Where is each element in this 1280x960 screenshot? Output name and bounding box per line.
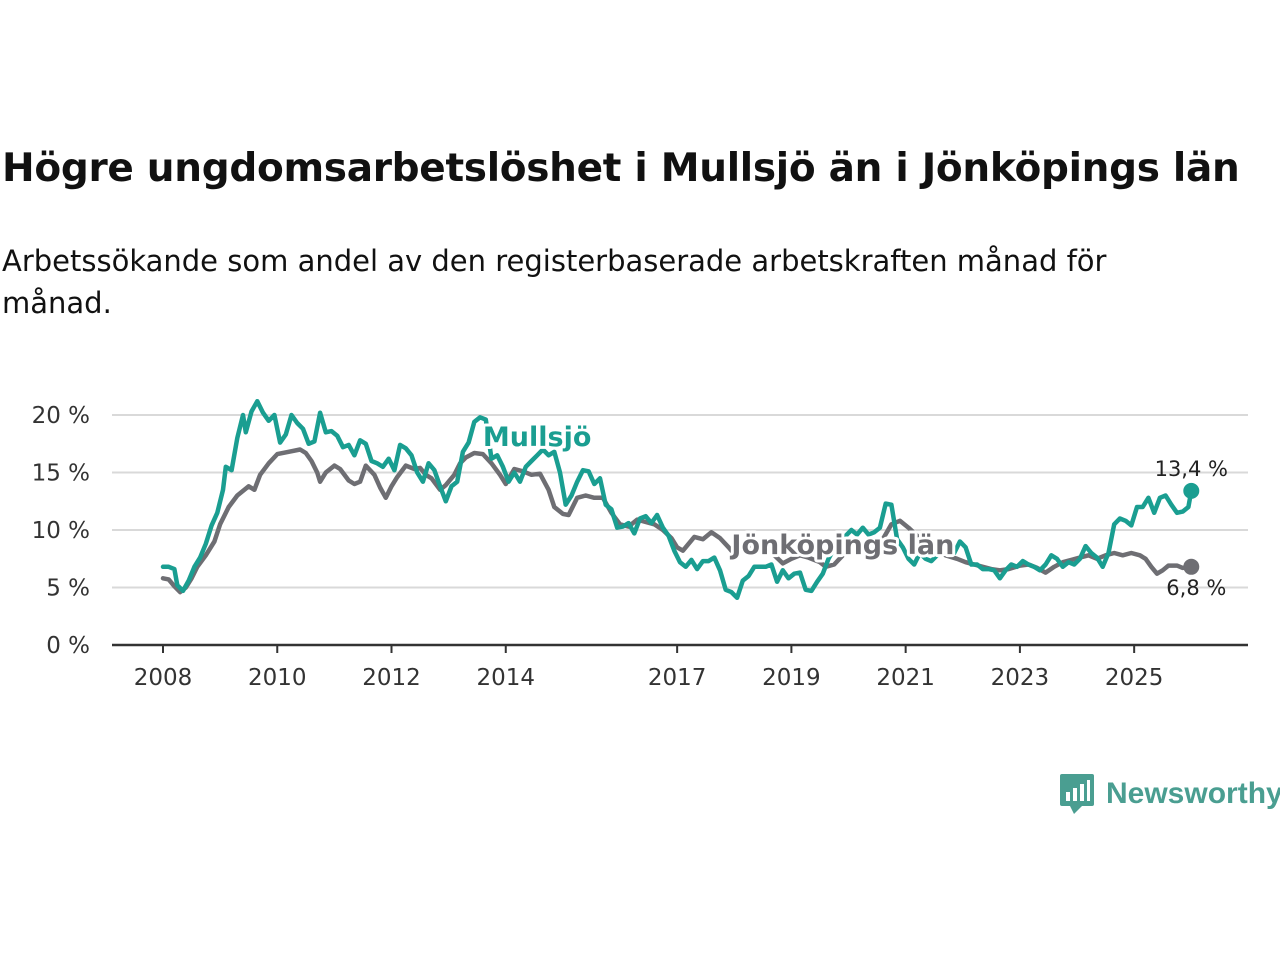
x-tick-label: 2021 <box>876 665 935 691</box>
chart-title: Högre ungdomsarbetslöshet i Mullsjö än i… <box>2 146 1240 191</box>
x-tick-label: 2008 <box>134 665 193 691</box>
x-tick-label: 2023 <box>991 665 1050 691</box>
x-tick-label: 2019 <box>762 665 821 691</box>
x-tick-label: 2012 <box>362 665 421 691</box>
x-tick-label: 2014 <box>476 665 535 691</box>
series-lines <box>160 398 1194 601</box>
series-line-mullsjo <box>160 398 1194 601</box>
chart-subtitle: Arbetssökande som andel av den registerb… <box>2 244 1107 320</box>
end-point-mullsjo <box>1183 482 1200 499</box>
line-chart: 0 % 5 % 10 % 15 % 20 % 2008 2010 2012 2014 2017 20… <box>32 398 1248 691</box>
newsworthy-logo[interactable]: Newsworthy <box>1060 772 1280 816</box>
series-label-mullsjo-halo: Mullsjö <box>483 422 591 453</box>
newsworthy-logo-icon <box>1060 774 1094 814</box>
x-tick-label: 2010 <box>248 665 307 691</box>
y-tick-label: 5 % <box>46 576 90 602</box>
y-tick-label: 0 % <box>46 633 90 659</box>
x-tick-label: 2017 <box>648 665 707 691</box>
end-value-label-jonkopings-lan: 6,8 % <box>1166 576 1226 600</box>
grid-lines <box>112 414 1248 589</box>
y-tick-label: 20 % <box>32 403 90 429</box>
series-label-jonkopings-lan-halo: Jönköpings län <box>729 530 954 561</box>
x-tick-label: 2025 <box>1105 665 1164 691</box>
brand-name: Newsworthy <box>1106 777 1280 810</box>
series-label-mullsjo: Mullsjö <box>483 422 591 453</box>
end-value-label-mullsjo: 13,4 % <box>1155 457 1228 481</box>
axes: 0 % 5 % 10 % 15 % 20 % 2008 2010 2012 2014 2017 20… <box>32 403 1248 691</box>
end-point-jonkopings-lan <box>1183 558 1200 575</box>
y-tick-label: 10 % <box>32 518 90 544</box>
series-label-jonkopings-lan: Jönköpings län <box>729 530 954 561</box>
y-tick-label: 15 % <box>32 461 90 487</box>
